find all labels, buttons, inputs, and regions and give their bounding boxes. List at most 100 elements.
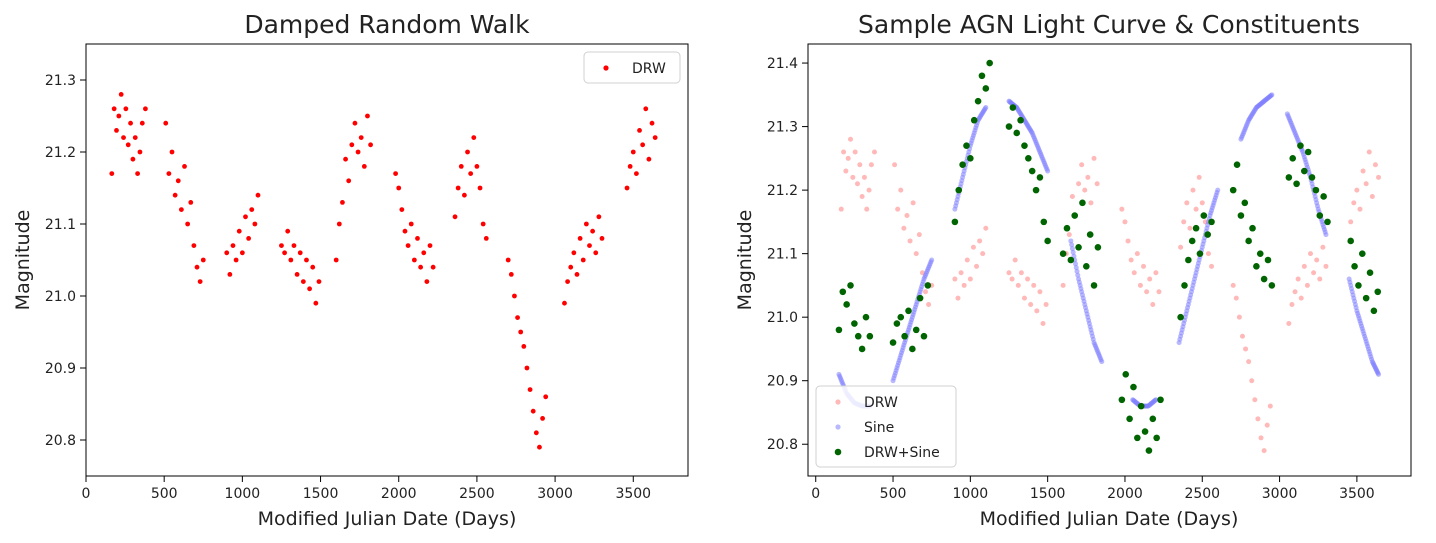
data-point	[116, 113, 122, 119]
data-point	[239, 250, 245, 256]
data-point	[892, 162, 898, 168]
x-tick-label: 1500	[1030, 486, 1066, 502]
data-point	[1045, 168, 1051, 174]
data-point	[1028, 301, 1034, 307]
data-point	[1185, 256, 1192, 264]
data-point	[866, 187, 872, 193]
data-point	[1018, 270, 1024, 276]
legend-label: Sine	[864, 420, 894, 436]
data-point	[982, 85, 990, 92]
data-point	[1249, 224, 1256, 232]
legend: DRW Sine DRW+Sine	[815, 385, 957, 468]
data-point	[1099, 359, 1105, 365]
data-point	[850, 174, 856, 180]
data-point	[851, 320, 858, 327]
y-tick-label: 20.8	[767, 437, 798, 453]
axis-ticks: 0 500 1000 1500 2000 2500 3000 3500 20.8 20.9 21.0…	[45, 73, 651, 502]
data-point	[1094, 181, 1100, 187]
data-point	[300, 279, 306, 284]
data-point	[1208, 218, 1215, 226]
data-point	[1157, 396, 1164, 404]
data-point	[599, 236, 605, 241]
legend-marker	[835, 399, 841, 405]
data-point	[627, 164, 633, 169]
x-tick-label: 3500	[1339, 486, 1375, 502]
data-point	[1230, 282, 1236, 288]
data-point	[1351, 263, 1358, 270]
chart-agn: Sample AGN Light Curve & Constituents 0 5…	[734, 10, 1412, 530]
data-point	[1071, 212, 1079, 219]
data-point	[634, 171, 639, 177]
data-point	[845, 155, 851, 161]
data-point	[1036, 174, 1044, 181]
data-point	[1178, 244, 1184, 250]
data-point	[1236, 314, 1242, 320]
data-point	[411, 257, 417, 263]
data-point	[1149, 415, 1157, 423]
data-point	[1069, 242, 1075, 248]
data-point	[864, 206, 870, 212]
data-point	[368, 142, 373, 148]
data-point	[121, 135, 126, 141]
data-point	[1245, 237, 1252, 245]
data-point	[474, 164, 480, 169]
data-point	[1301, 167, 1308, 175]
data-point	[1006, 270, 1012, 276]
data-point	[1188, 237, 1196, 245]
data-point	[1286, 321, 1292, 327]
data-point	[1079, 162, 1085, 168]
y-tick-label: 21.4	[767, 56, 798, 72]
legend-label: DRW	[864, 395, 898, 411]
data-point	[1376, 174, 1382, 180]
data-point	[200, 257, 206, 263]
data-point	[1122, 371, 1130, 378]
data-point	[227, 272, 233, 277]
data-point	[288, 257, 294, 263]
data-point	[1366, 149, 1372, 155]
data-point	[847, 282, 854, 289]
data-point	[1150, 301, 1156, 307]
data-point	[1147, 276, 1153, 282]
data-point	[1134, 434, 1141, 442]
data-point	[590, 228, 596, 234]
y-tick-label: 21.3	[45, 73, 76, 89]
data-point	[1358, 250, 1366, 257]
data-point	[1072, 261, 1078, 267]
data-point	[191, 243, 197, 249]
data-point	[1193, 206, 1199, 212]
data-point	[1233, 161, 1241, 169]
data-point	[1130, 383, 1137, 391]
data-point	[349, 142, 355, 148]
data-point	[188, 200, 194, 205]
data-point	[1355, 282, 1362, 289]
y-axis-label: Magnitude	[734, 210, 756, 311]
data-point	[916, 232, 922, 238]
data-point	[904, 213, 910, 219]
data-point	[1348, 219, 1354, 225]
data-point	[361, 164, 367, 169]
data-point	[643, 106, 649, 112]
data-point	[1374, 288, 1382, 296]
x-tick-label: 3000	[1262, 486, 1298, 502]
data-point	[282, 250, 287, 256]
data-point	[961, 282, 967, 288]
data-point	[471, 135, 477, 141]
data-point	[1068, 238, 1074, 244]
data-point	[1126, 415, 1133, 423]
data-point	[1025, 155, 1032, 162]
data-point	[1324, 218, 1331, 226]
data-point	[355, 149, 361, 155]
data-point	[1255, 416, 1261, 422]
series-drw	[109, 92, 658, 450]
data-point	[977, 238, 983, 244]
data-point	[346, 178, 352, 184]
data-point	[175, 178, 181, 184]
data-point	[1196, 174, 1202, 180]
data-point	[1298, 295, 1304, 301]
data-point	[1196, 250, 1204, 257]
data-point	[1086, 231, 1094, 238]
data-point	[1320, 244, 1326, 250]
data-point	[1128, 257, 1134, 263]
data-points	[109, 92, 658, 450]
data-point	[477, 185, 483, 191]
